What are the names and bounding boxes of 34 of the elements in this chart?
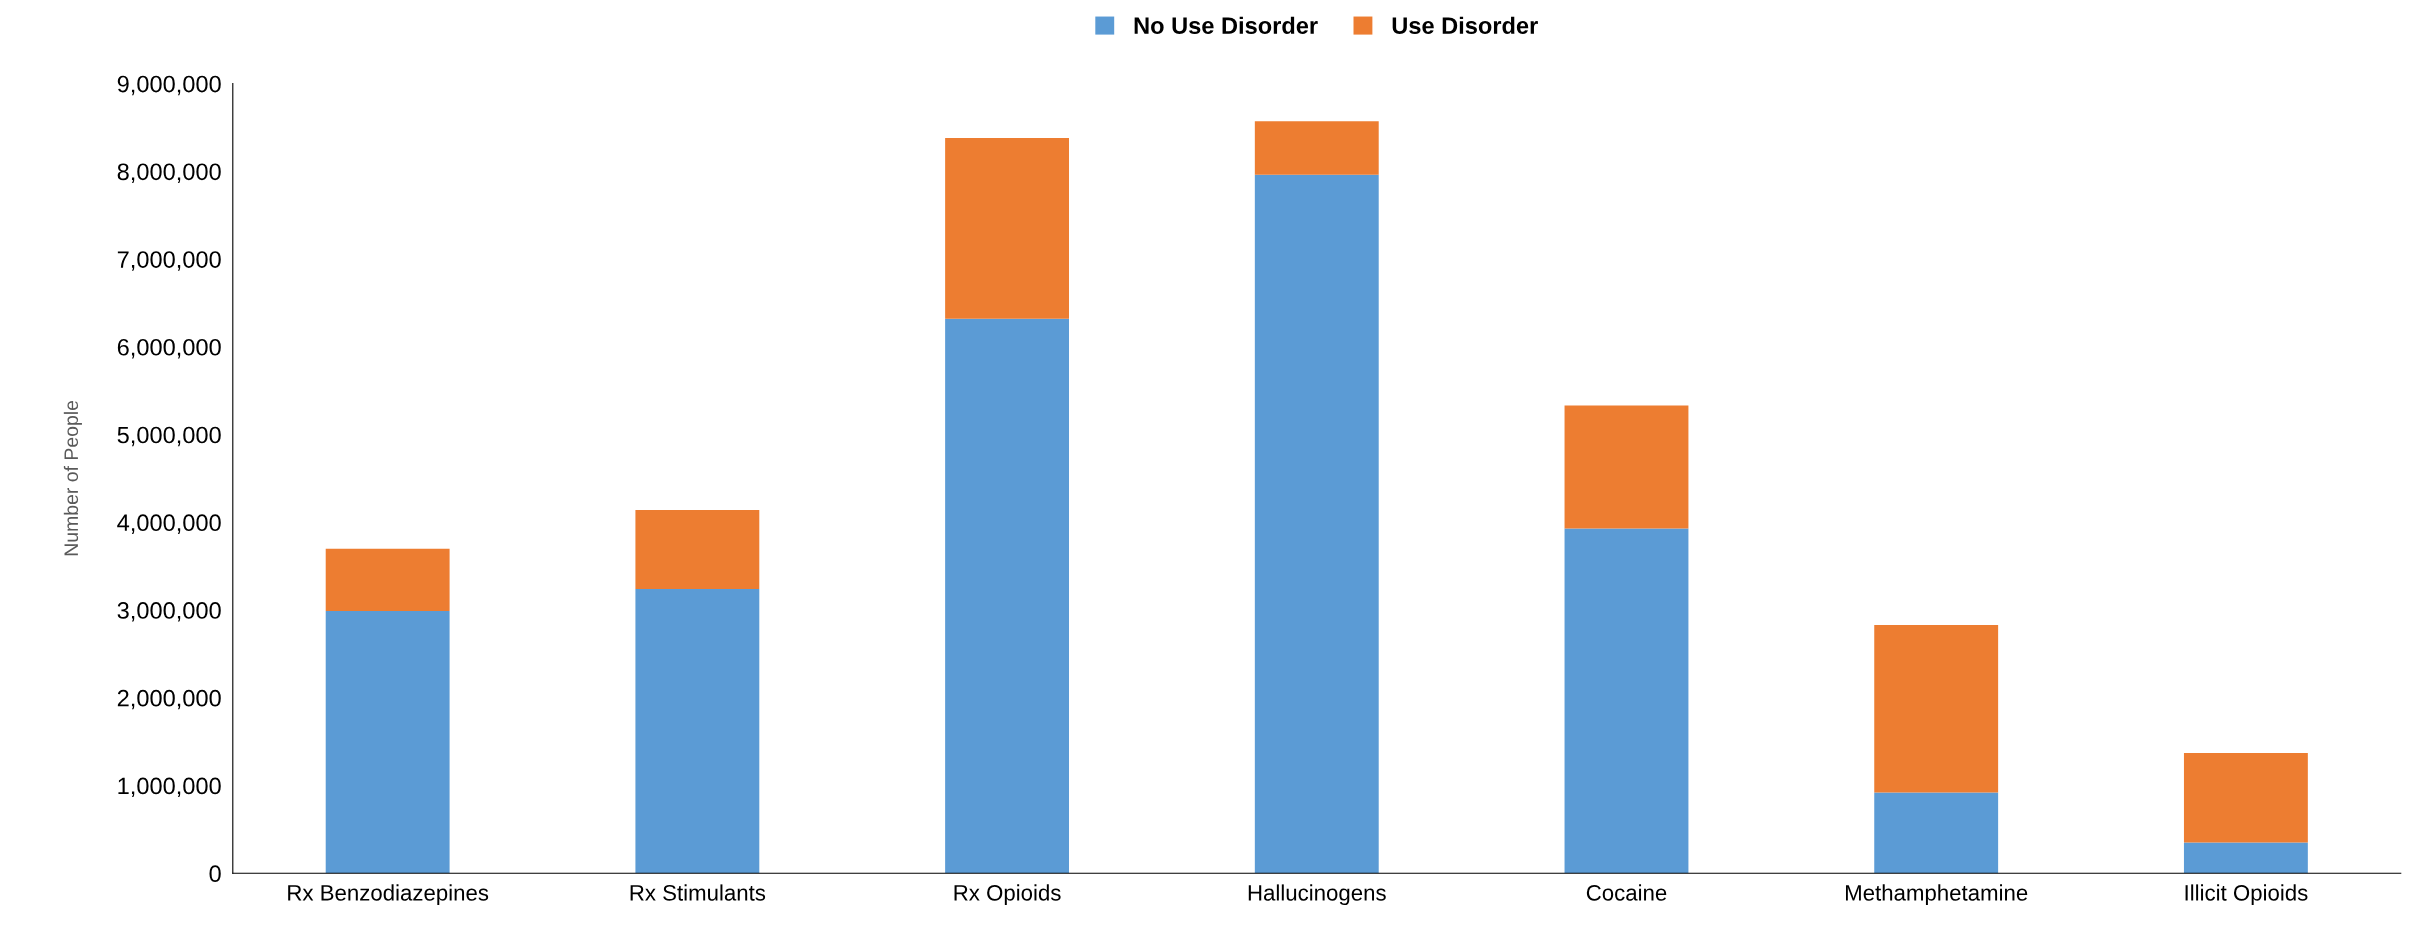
bar bbox=[325, 548, 450, 611]
bar bbox=[945, 138, 1070, 319]
y-tick-label: 3,000,000 bbox=[117, 602, 221, 622]
legend-label: No Use Disorder bbox=[1134, 16, 1318, 34]
y-axis-title: Number of People bbox=[63, 400, 82, 556]
bar bbox=[1254, 121, 1379, 175]
bar bbox=[1564, 405, 1689, 529]
bar bbox=[635, 588, 760, 874]
y-tick-label: 5,000,000 bbox=[117, 426, 221, 447]
x-tick-label: Methamphetamine bbox=[1845, 884, 2028, 906]
bar bbox=[1874, 792, 1999, 874]
y-tick-label: 4,000,000 bbox=[117, 514, 221, 534]
x-tick-label: Rx Opioids bbox=[954, 884, 1061, 906]
bar bbox=[635, 510, 760, 589]
y-tick-label: 6,000,000 bbox=[117, 338, 221, 359]
x-tick-label: Illicit Opioids bbox=[2185, 884, 2308, 906]
x-tick-label: Rx Benzodiazepines bbox=[288, 884, 489, 906]
bar bbox=[1564, 528, 1689, 874]
y-tick-label: 7,000,000 bbox=[117, 251, 221, 271]
bar bbox=[1254, 174, 1379, 874]
bar bbox=[1874, 624, 1999, 793]
y-tick-label: 0 bbox=[209, 865, 221, 883]
x-tick-label: Rx Stimulants bbox=[630, 884, 766, 901]
bar bbox=[2183, 753, 2308, 843]
y-tick-label: 9,000,000 bbox=[117, 75, 221, 96]
y-tick-label: 2,000,000 bbox=[117, 689, 221, 710]
x-tick-label: Cocaine bbox=[1586, 884, 1667, 901]
bar bbox=[2183, 842, 2308, 874]
x-tick-label: Hallucinogens bbox=[1248, 884, 1386, 906]
bar bbox=[325, 610, 450, 874]
y-tick-label: 1,000,000 bbox=[118, 777, 221, 798]
legend-label: Use Disorder bbox=[1392, 16, 1538, 34]
y-tick-label: 8,000,000 bbox=[117, 163, 221, 183]
bar bbox=[945, 318, 1070, 874]
